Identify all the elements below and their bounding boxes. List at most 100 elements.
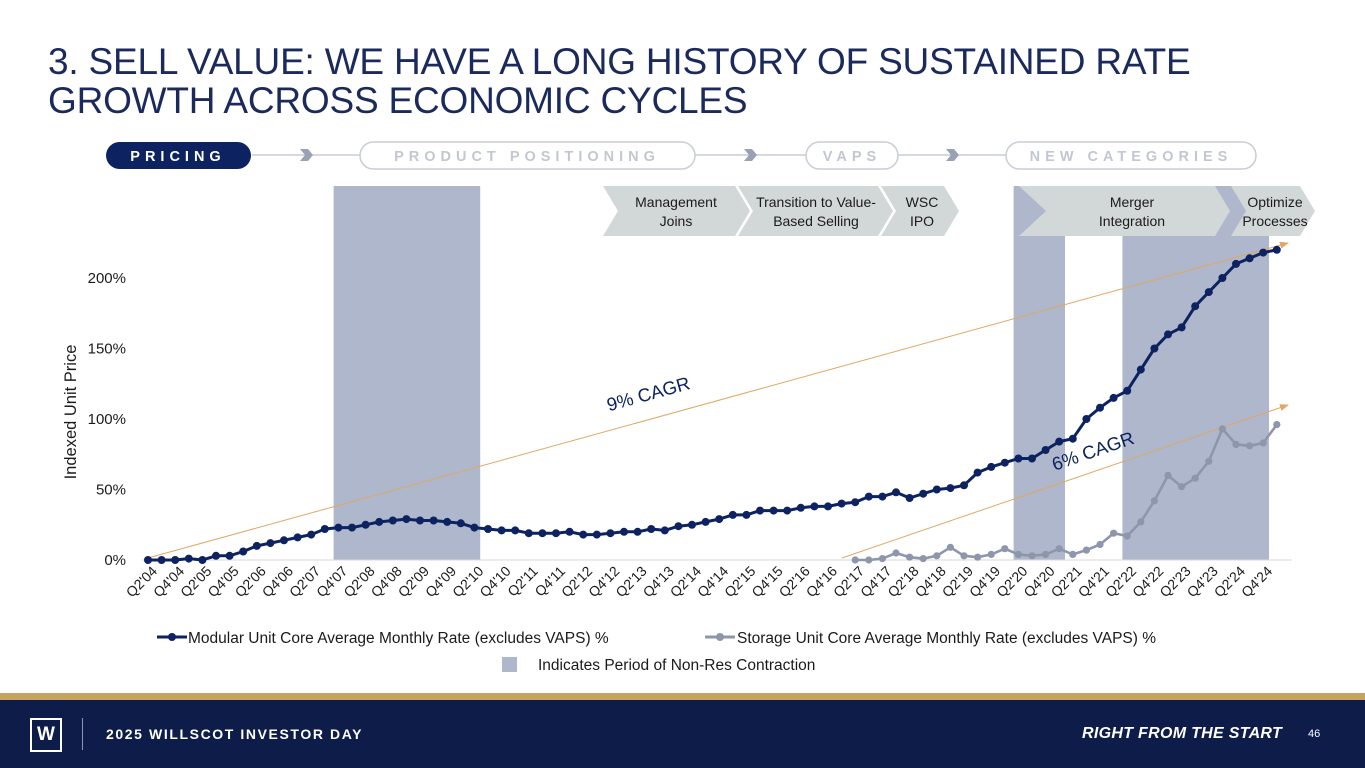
modular-data-point [443, 517, 452, 526]
milestone-merger-line2: Integration [1099, 213, 1165, 229]
milestone-transition [738, 186, 893, 236]
modular-data-point [647, 525, 656, 533]
cagr-arrow-6pct [841, 404, 1289, 559]
modular-data-point [212, 551, 220, 560]
storage-data-point [1110, 529, 1118, 537]
modular-data-point [674, 522, 683, 531]
modular-data-point [1245, 254, 1254, 263]
title-line-2: GROWTH ACROSS ECONOMIC CYCLES [48, 80, 748, 121]
storage-data-point [1096, 540, 1104, 549]
modular-data-point [334, 523, 343, 532]
legend-contraction-label: Indicates Period of Non-Res Contraction [538, 657, 815, 674]
modular-data-point [878, 492, 887, 501]
modular-data-point [932, 485, 941, 494]
storage-data-point [1246, 442, 1254, 450]
nav-product-positioning-pill[interactable] [359, 141, 696, 170]
modular-data-point [620, 527, 628, 536]
contraction-period-3 [1122, 186, 1269, 560]
modular-data-point [307, 530, 316, 539]
modular-data-point [1272, 245, 1281, 254]
modular-data-point [1041, 446, 1050, 454]
storage-data-point [906, 553, 914, 561]
milestone-merger [1019, 186, 1230, 236]
y-tick-label: 150% [88, 341, 126, 358]
modular-data-point [1218, 274, 1227, 282]
legend-modular-label: Modular Unit Core Average Monthly Rate (… [188, 630, 609, 647]
modular-data-point [171, 556, 180, 564]
contraction-period-2 [1013, 186, 1065, 560]
modular-data-point [375, 517, 384, 526]
x-tick-label: Q4'24 [1238, 563, 1276, 601]
modular-data-point [1068, 434, 1077, 443]
storage-data-point [1014, 550, 1023, 559]
modular-data-point [402, 515, 411, 524]
modular-data-point [320, 525, 329, 533]
series-group [144, 245, 1281, 564]
modular-data-point [892, 488, 900, 497]
modular-data-point [144, 556, 152, 564]
modular-data-point [769, 506, 778, 515]
y-axis-label: Indexed Unit Price [62, 345, 80, 480]
modular-data-point [756, 506, 764, 515]
storage-data-point [1205, 457, 1213, 465]
milestone-optimize [1231, 186, 1315, 236]
modular-data-point [157, 556, 166, 564]
storage-data-point [1137, 518, 1145, 526]
modular-data-point [429, 516, 438, 525]
legend-contraction-swatch [502, 657, 517, 672]
modular-data-point [1082, 415, 1091, 423]
milestone-management-joins [603, 186, 750, 236]
storage-data-point [1069, 550, 1077, 559]
modular-data-point [701, 517, 710, 526]
modular-data-point [606, 529, 615, 538]
modular-data-point [470, 523, 479, 532]
modular-data-point [960, 481, 968, 490]
nav-new-categories-pill[interactable] [1005, 141, 1257, 170]
modular-data-point [1096, 403, 1104, 412]
storage-data-point [1164, 471, 1172, 479]
modular-data-point [1055, 437, 1064, 446]
modular-data-point [552, 529, 560, 538]
storage-data-point [1082, 546, 1090, 554]
modular-series-line [148, 248, 1278, 562]
modular-data-point [728, 510, 737, 519]
storage-data-point [974, 553, 982, 561]
title-line-1: 3. SELL VALUE: WE HAVE A LONG HISTORY OF… [48, 41, 1191, 82]
storage-data-point [946, 543, 955, 551]
modular-data-point [1136, 365, 1145, 374]
modular-data-point [715, 515, 724, 524]
milestones: Management Joins Transition to Value- Ba… [603, 186, 1315, 236]
chevron-right-icon [946, 149, 959, 161]
storage-data-point [1218, 425, 1226, 433]
y-axis-ticks: 0% 50% 100% 150% 200% [88, 270, 126, 569]
modular-data-point [1164, 330, 1172, 339]
storage-data-point [1001, 545, 1009, 553]
modular-data-point [280, 536, 288, 545]
footer-divider [82, 718, 83, 750]
modular-data-point [660, 526, 669, 535]
modular-data-point [1150, 344, 1159, 353]
modular-data-point [456, 519, 465, 528]
x-tick-label: Q2'11 [504, 563, 541, 600]
nav-pricing-pill[interactable] [106, 142, 251, 169]
modular-data-point [1014, 454, 1023, 463]
legend: Modular Unit Core Average Monthly Rate (… [157, 630, 1156, 674]
nav-vaps-pill[interactable] [805, 141, 899, 170]
storage-data-point [1259, 439, 1267, 447]
storage-data-point [865, 556, 873, 564]
modular-data-point [987, 462, 996, 471]
storage-data-point [919, 555, 927, 563]
modular-data-point [1204, 288, 1213, 297]
milestone-wsc-ipo-line1: WSC [906, 194, 939, 210]
milestone-wsc-ipo-line2: IPO [910, 213, 934, 229]
modular-data-point [919, 489, 928, 498]
storage-data-point [1055, 545, 1063, 553]
modular-data-point [416, 516, 424, 525]
footer-bar [0, 700, 1365, 768]
legend-storage-label: Storage Unit Core Average Monthly Rate (… [737, 630, 1156, 647]
milestone-optimize-line2: Processes [1242, 213, 1307, 229]
y-tick-label: 50% [96, 482, 126, 499]
modular-data-point [1191, 302, 1200, 311]
contraction-shading [333, 186, 1269, 560]
y-tick-label: 100% [88, 411, 126, 428]
